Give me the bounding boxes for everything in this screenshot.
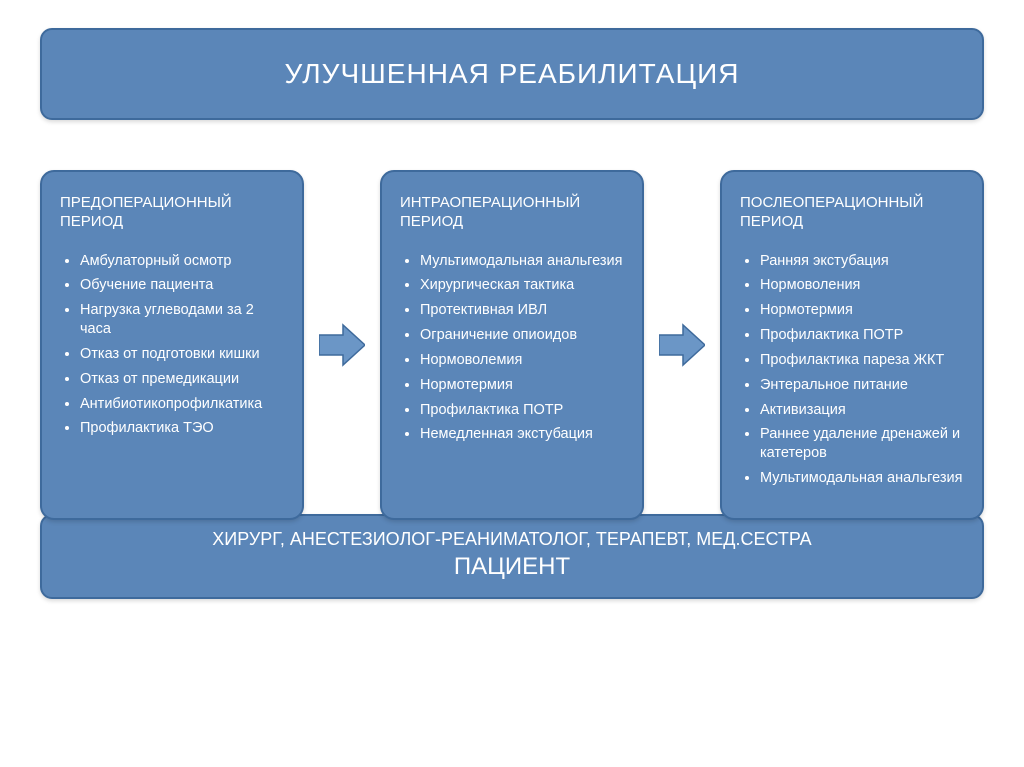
list-item: Амбулаторный осмотр	[80, 252, 284, 271]
column-title: ИНТРАОПЕРАЦИОННЫЙ ПЕРИОД	[400, 194, 624, 232]
bottom-roles: ХИРУРГ, АНЕСТЕЗИОЛОГ-РЕАНИМАТОЛОГ, ТЕРАП…	[62, 528, 962, 551]
title-box: УЛУЧШЕННАЯ РЕАБИЛИТАЦИЯ	[40, 28, 984, 120]
arrow-icon	[318, 170, 366, 520]
column-intraop: ИНТРАОПЕРАЦИОННЫЙ ПЕРИОД Мультимодальная…	[380, 170, 644, 520]
main-title: УЛУЧШЕННАЯ РЕАБИЛИТАЦИЯ	[284, 58, 739, 89]
list-item: Нормоволемия	[420, 351, 624, 370]
list-item: Мультимодальная анальгезия	[760, 469, 964, 488]
bottom-patient: ПАЦИЕНТ	[62, 551, 962, 582]
list-item: Ограничение опиоидов	[420, 326, 624, 345]
column-title: ПОСЛЕОПЕРАЦИОННЫЙ ПЕРИОД	[740, 194, 964, 232]
list-item: Отказ от подготовки кишки	[80, 345, 284, 364]
list-item: Отказ от премедикации	[80, 370, 284, 389]
list-item: Ранняя экстубация	[760, 252, 964, 271]
list-item: Профилактика ПОТР	[420, 401, 624, 420]
list-item: Немедленная экстубация	[420, 425, 624, 444]
list-item: Нормотермия	[760, 301, 964, 320]
list-item: Нормотермия	[420, 376, 624, 395]
list-item: Хирургическая тактика	[420, 276, 624, 295]
column-title: ПРЕДОПЕРАЦИОННЫЙ ПЕРИОД	[60, 194, 284, 232]
column-preop: ПРЕДОПЕРАЦИОННЫЙ ПЕРИОД Амбулаторный осм…	[40, 170, 304, 520]
list-item: Протективная ИВЛ	[420, 301, 624, 320]
column-postop: ПОСЛЕОПЕРАЦИОННЫЙ ПЕРИОД Ранняя экстубац…	[720, 170, 984, 520]
column-list: Амбулаторный осмотр Обучение пациента Нагр…	[60, 252, 284, 439]
list-item: Активизация	[760, 401, 964, 420]
list-item: Нормоволения	[760, 276, 964, 295]
column-list: Ранняя экстубация Нормоволения Нормотермия…	[740, 252, 964, 488]
bottom-box: ХИРУРГ, АНЕСТЕЗИОЛОГ-РЕАНИМАТОЛОГ, ТЕРАП…	[40, 514, 984, 599]
list-item: Нагрузка углеводами за 2 часа	[80, 301, 284, 339]
list-item: Антибиотикопрофилкатика	[80, 395, 284, 414]
list-item: Мультимодальная анальгезия	[420, 252, 624, 271]
columns-row: ПРЕДОПЕРАЦИОННЫЙ ПЕРИОД Амбулаторный осм…	[40, 170, 984, 520]
list-item: Раннее удаление дренажей и катетеров	[760, 425, 964, 463]
list-item: Обучение пациента	[80, 276, 284, 295]
list-item: Энтеральное питание	[760, 376, 964, 395]
column-list: Мультимодальная анальгезия Хирургическая …	[400, 252, 624, 445]
list-item: Профилактика ПОТР	[760, 326, 964, 345]
list-item: Профилактика ТЭО	[80, 419, 284, 438]
list-item: Профилактика пареза ЖКТ	[760, 351, 964, 370]
arrow-icon	[658, 170, 706, 520]
